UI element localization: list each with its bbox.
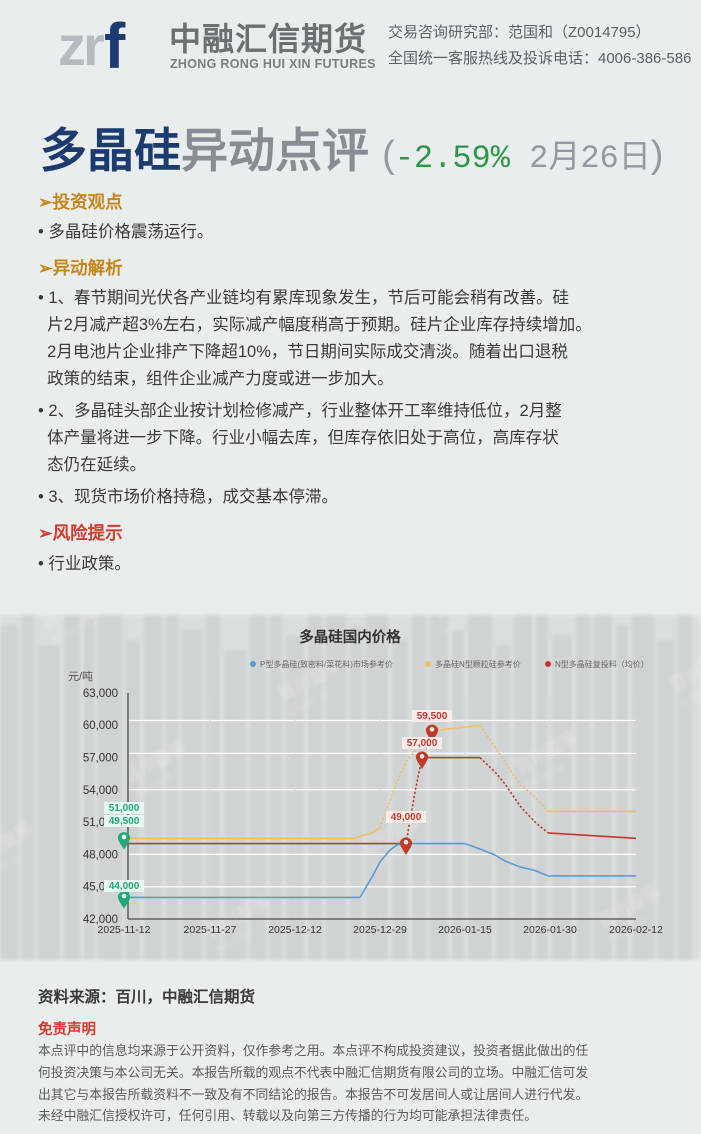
svg-text:N型多晶硅复投料（均价）: N型多晶硅复投料（均价） bbox=[555, 659, 649, 669]
svg-text:51,000: 51,000 bbox=[109, 803, 140, 814]
svg-text:多晶硅N型颗粒硅参考价: 多晶硅N型颗粒硅参考价 bbox=[435, 659, 521, 669]
svg-text:57,000: 57,000 bbox=[407, 738, 438, 749]
svg-text:49,000: 49,000 bbox=[391, 812, 422, 823]
svg-text:2025-12-12: 2025-12-12 bbox=[268, 924, 322, 936]
svg-text:49,500: 49,500 bbox=[109, 816, 140, 827]
svg-text:57,000: 57,000 bbox=[83, 753, 118, 765]
svg-text:59,500: 59,500 bbox=[417, 711, 448, 722]
svg-text:63,000: 63,000 bbox=[83, 688, 118, 700]
svg-text:f: f bbox=[104, 10, 126, 82]
svg-text:2026-01-15: 2026-01-15 bbox=[438, 924, 492, 936]
svg-text:多晶硅国内价格: 多晶硅国内价格 bbox=[299, 628, 401, 646]
svg-text:54,000: 54,000 bbox=[83, 785, 118, 797]
svg-text:2025-11-12: 2025-11-12 bbox=[98, 924, 151, 936]
svg-text:P型多晶硅(致密料/菜花料)市场参考价: P型多晶硅(致密料/菜花料)市场参考价 bbox=[260, 659, 393, 669]
svg-text:2026-02-12: 2026-02-12 bbox=[609, 924, 663, 936]
svg-text:2025-12-29: 2025-12-29 bbox=[353, 924, 407, 936]
svg-text:48,000: 48,000 bbox=[83, 849, 118, 861]
svg-text:zr: zr bbox=[58, 14, 104, 77]
svg-text:元/吨: 元/吨 bbox=[68, 670, 93, 683]
svg-text:60,000: 60,000 bbox=[83, 720, 118, 732]
svg-text:2026-01-30: 2026-01-30 bbox=[523, 924, 577, 936]
svg-text:2025-11-27: 2025-11-27 bbox=[184, 924, 237, 936]
svg-text:44,000: 44,000 bbox=[109, 881, 140, 892]
